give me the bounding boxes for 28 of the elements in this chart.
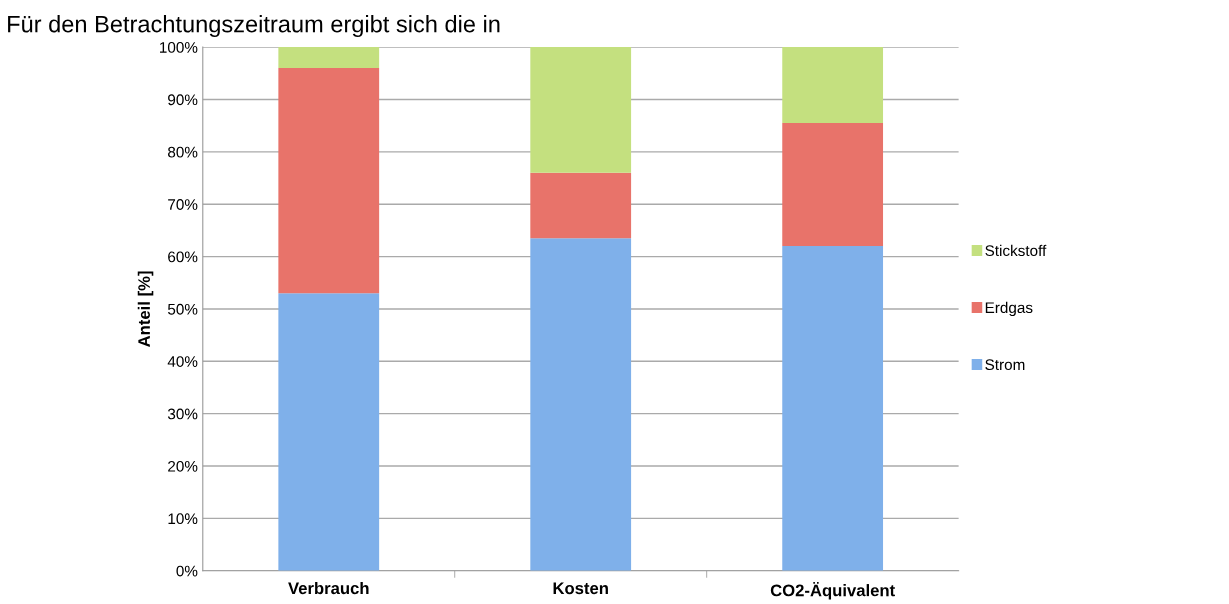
y-tick-label: 50% [167,303,198,315]
x-tick-label: Verbrauch [288,581,369,595]
bar [530,47,632,173]
y-tick-label: 80% [168,146,198,158]
legend-label: Erdgas [985,301,1033,317]
y-tick-label: 40% [167,356,198,367]
y-axis-title: Anteil [%] [137,271,154,347]
y-tick-label: 70% [168,199,198,210]
x-tick-label: CO2-Äquivalent [770,581,895,600]
x-tick-label: Kosten [553,582,608,595]
y-tick-label: 100% [160,41,198,53]
bar [278,47,380,69]
legend-label: Stickstoff [985,244,1047,257]
bar [782,47,884,124]
bar [278,68,380,294]
legend-label: Strom [985,359,1025,371]
y-tick-label: 60% [168,251,198,263]
y-tick-label: 90% [168,94,198,106]
bar [782,123,884,247]
y-tick-label: 10% [168,513,198,525]
bar [530,238,632,571]
bar [278,293,380,571]
y-tick-label: 0% [176,565,198,577]
y-tick-label: 20% [168,460,198,472]
y-tick-label: 30% [167,408,198,420]
bar [530,172,632,239]
bar [782,246,884,571]
text: Für den Betrachtungszeitraum ergibt sich die in [8,15,500,38]
